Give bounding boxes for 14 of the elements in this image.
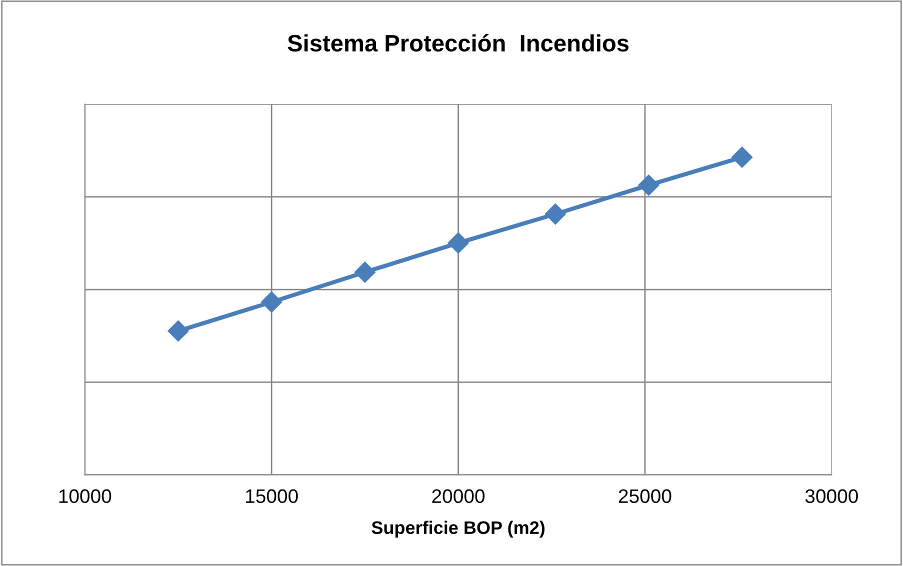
x-tick-label: 10000 [59, 489, 112, 504]
x-tick-label: 25000 [618, 489, 672, 504]
x-tick-label: 30000 [805, 489, 858, 504]
point [261, 292, 282, 313]
x-tick-label: 20000 [432, 489, 485, 504]
point [168, 320, 189, 342]
point [638, 174, 660, 196]
point [354, 262, 376, 283]
point [448, 232, 469, 254]
x-tick-label: 15000 [246, 489, 298, 504]
point [732, 146, 753, 168]
point [544, 204, 566, 225]
x-axis-title: Superficie BOP (m2) [372, 520, 545, 538]
chart-title: Sistema Protección Incendios [288, 34, 629, 52]
